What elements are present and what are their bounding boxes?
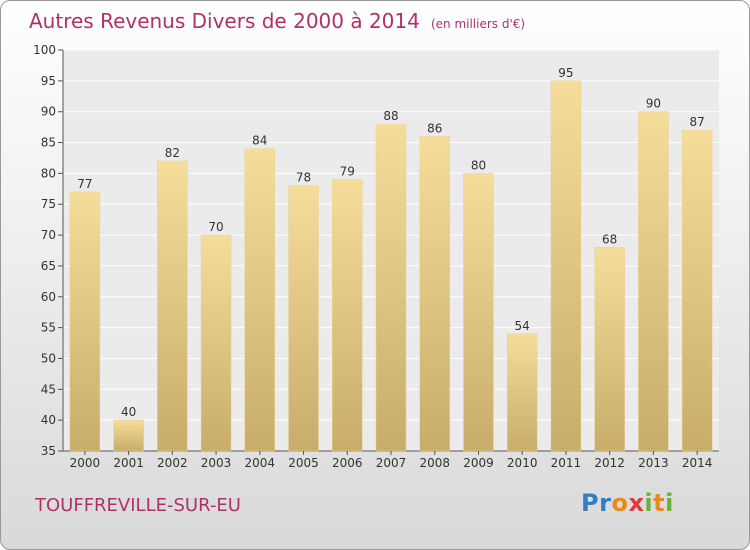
proxiti-logo: Proxiti xyxy=(581,489,674,517)
data-label-2014: 87 xyxy=(689,115,704,129)
y-tick-label: 85 xyxy=(41,136,56,150)
y-tick-label: 55 xyxy=(41,321,56,335)
bar-2011 xyxy=(550,80,582,452)
x-tick-label-2014: 2014 xyxy=(682,456,713,470)
data-label-2003: 70 xyxy=(208,220,223,234)
x-tick-label-2003: 2003 xyxy=(201,456,232,470)
y-tick-label: 95 xyxy=(41,74,56,88)
x-tick-label-2013: 2013 xyxy=(638,456,669,470)
y-tick-label: 35 xyxy=(41,444,56,458)
x-tick-label-2002: 2002 xyxy=(157,456,188,470)
bar-2006 xyxy=(332,179,363,452)
y-tick-label: 80 xyxy=(41,166,56,180)
bar-2010 xyxy=(506,333,538,452)
x-tick-label-2007: 2007 xyxy=(376,456,407,470)
x-tick-label-2000: 2000 xyxy=(70,456,101,470)
bar-2004 xyxy=(244,148,276,452)
bar-2007 xyxy=(375,123,407,452)
data-label-2000: 77 xyxy=(77,177,92,191)
bar-2008 xyxy=(419,136,450,452)
data-label-2013: 90 xyxy=(646,97,661,111)
x-tick-label-2006: 2006 xyxy=(332,456,363,470)
data-label-2008: 86 xyxy=(427,121,442,135)
y-tick-label: 40 xyxy=(41,413,56,427)
bar-2002 xyxy=(157,160,188,452)
data-label-2004: 84 xyxy=(252,134,267,148)
data-label-2002: 82 xyxy=(165,146,180,160)
bar-2001 xyxy=(113,419,144,452)
x-tick-label-2004: 2004 xyxy=(245,456,276,470)
y-tick-label: 70 xyxy=(41,228,56,242)
chart-title-block: Autres Revenus Divers de 2000 à 2014 (en… xyxy=(29,9,525,33)
y-tick-label: 65 xyxy=(41,259,56,273)
y-tick-label: 60 xyxy=(41,290,56,304)
bar-2003 xyxy=(200,234,232,452)
data-label-2001: 40 xyxy=(121,405,136,419)
bar-2013 xyxy=(638,111,669,452)
data-label-2007: 88 xyxy=(383,109,398,123)
bar-2009 xyxy=(463,173,494,452)
x-tick-label-2008: 2008 xyxy=(419,456,450,470)
data-label-2011: 95 xyxy=(558,66,573,80)
x-tick-label-2009: 2009 xyxy=(463,456,494,470)
x-tick-label-2001: 2001 xyxy=(113,456,144,470)
y-tick-label: 90 xyxy=(41,105,56,119)
data-label-2012: 68 xyxy=(602,232,617,246)
x-tick-label-2005: 2005 xyxy=(288,456,319,470)
data-label-2010: 54 xyxy=(515,319,530,333)
y-tick-label: 50 xyxy=(41,351,56,365)
bar-2014 xyxy=(681,129,713,452)
x-tick-label-2011: 2011 xyxy=(551,456,582,470)
x-tick-label-2012: 2012 xyxy=(594,456,625,470)
x-tick-label-2010: 2010 xyxy=(507,456,538,470)
data-label-2005: 78 xyxy=(296,171,311,185)
chart-unit: (en milliers d'€) xyxy=(430,17,526,31)
y-tick-label: 75 xyxy=(41,197,56,211)
data-label-2009: 80 xyxy=(471,158,486,172)
y-tick-label: 100 xyxy=(33,43,56,57)
data-label-2006: 79 xyxy=(340,165,355,179)
y-tick-label: 45 xyxy=(41,382,56,396)
bar-2012 xyxy=(594,247,625,452)
bar-2005 xyxy=(288,185,319,452)
bar-2000 xyxy=(69,191,101,452)
chart-title: Autres Revenus Divers de 2000 à 2014 xyxy=(29,9,420,33)
city-name: TOUFFREVILLE-SUR-EU xyxy=(35,495,241,516)
